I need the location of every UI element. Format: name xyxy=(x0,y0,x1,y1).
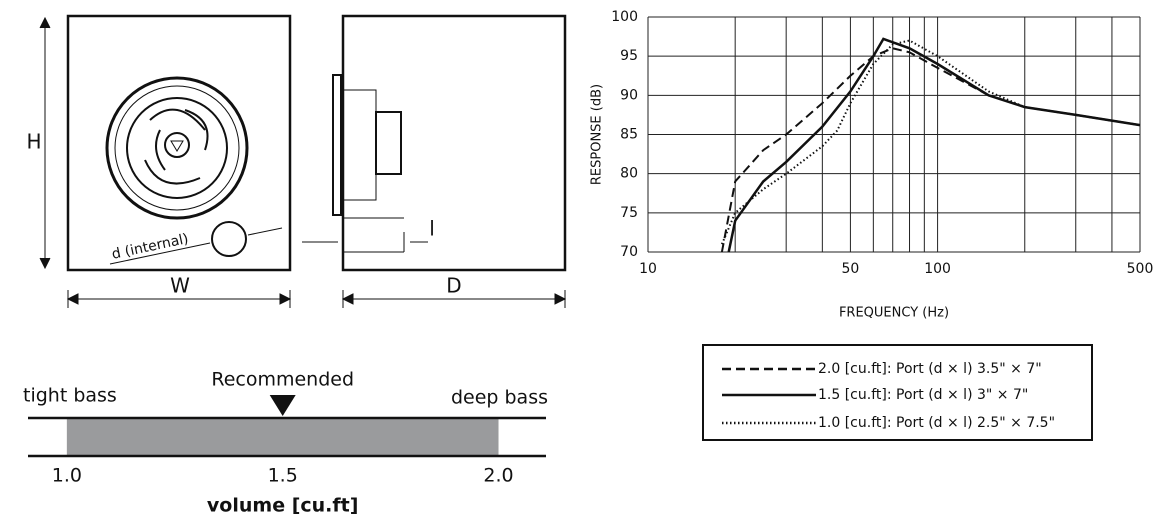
depth-label: D xyxy=(446,274,461,298)
y-tick-label: 80 xyxy=(620,166,638,182)
y-tick-label: 100 xyxy=(611,9,638,25)
legend-label: 1.0 [cu.ft]: Port (d × l) 2.5" × 7.5" xyxy=(818,415,1055,431)
width-label: W xyxy=(170,274,190,298)
left-label: tight bass xyxy=(23,385,117,407)
enclosure-diagram xyxy=(39,14,567,308)
x-tick-label: 500 xyxy=(1127,261,1154,277)
y-tick-label: 75 xyxy=(620,205,638,221)
y-tick-label: 90 xyxy=(620,87,638,103)
y-tick-label: 85 xyxy=(620,127,638,143)
x-axis-label: FREQUENCY (Hz) xyxy=(839,306,949,321)
legend xyxy=(702,344,1093,441)
port-diameter-label: d (internal) xyxy=(110,231,190,263)
marker-label: Recommended xyxy=(211,369,354,391)
legend-label: 2.0 [cu.ft]: Port (d × l) 3.5" × 7" xyxy=(818,361,1042,377)
x-tick-label: 2.0 xyxy=(483,465,513,487)
x-tick-label: 1.5 xyxy=(268,465,298,487)
x-tick-label: 10 xyxy=(639,261,657,277)
range-bar xyxy=(66,418,499,456)
x-axis-label: volume [cu.ft] xyxy=(207,495,359,517)
y-tick-label: 70 xyxy=(620,244,638,260)
legend-box xyxy=(702,344,1093,441)
port-length-label: l xyxy=(429,217,435,241)
y-tick-label: 95 xyxy=(620,48,638,64)
legend-label: 1.5 [cu.ft]: Port (d × l) 3" × 7" xyxy=(818,387,1028,403)
series-line xyxy=(727,37,1141,253)
x-tick-label: 50 xyxy=(841,261,859,277)
height-label: H xyxy=(26,130,41,154)
series-line xyxy=(720,39,1141,245)
x-tick-label: 100 xyxy=(924,261,951,277)
recommended-marker xyxy=(269,395,296,416)
x-tick-label: 1.0 xyxy=(52,465,82,487)
right-label: deep bass xyxy=(451,387,548,409)
series-line xyxy=(720,47,1141,253)
y-axis-label: RESPONSE (dB) xyxy=(590,84,605,185)
